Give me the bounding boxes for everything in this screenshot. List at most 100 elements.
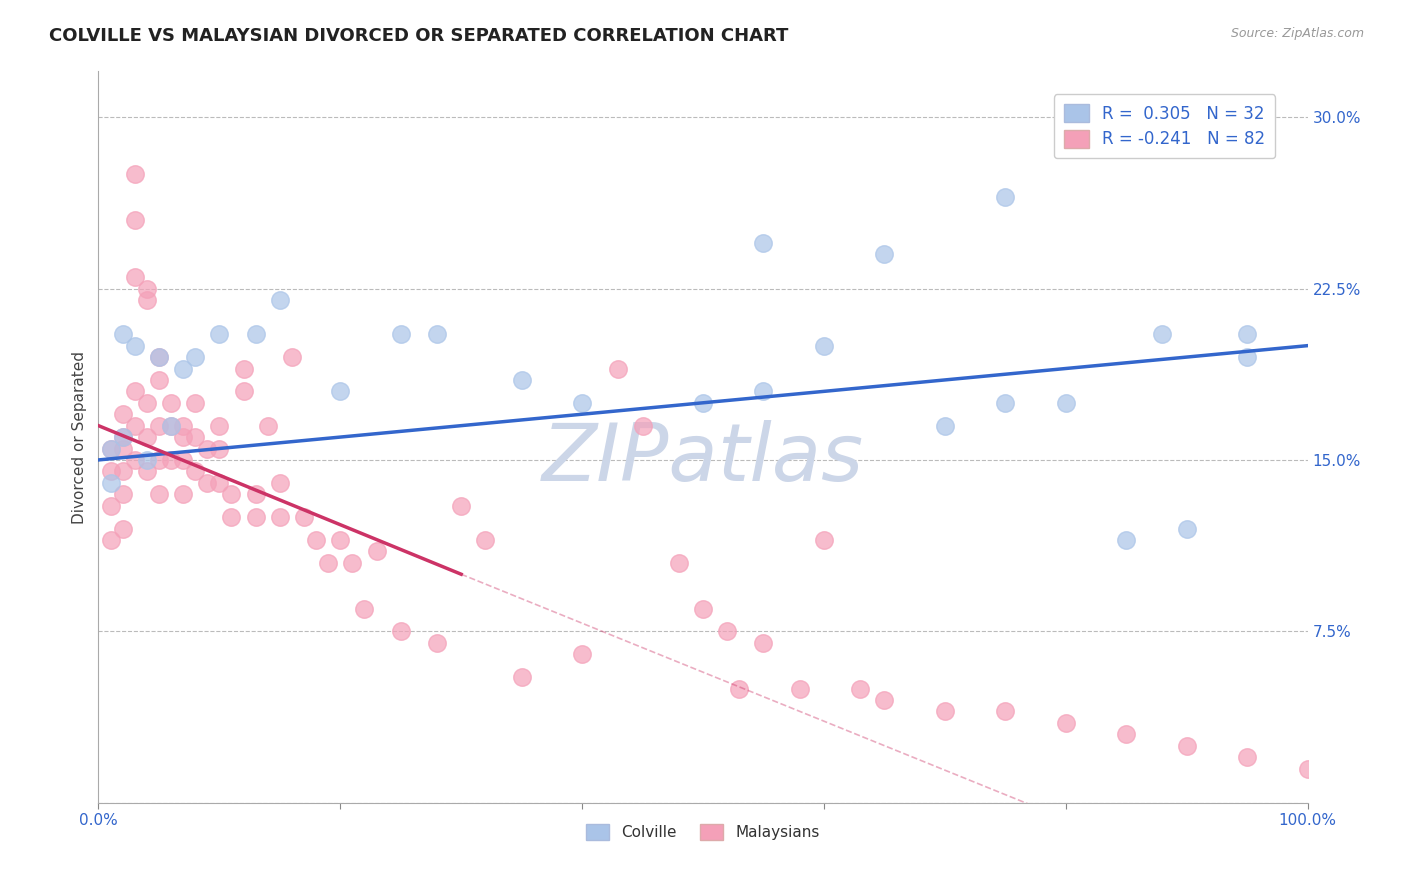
Point [124, 418, 146, 433]
Point [221, 510, 243, 524]
Point [245, 510, 267, 524]
Point [1236, 327, 1258, 342]
Point [510, 373, 533, 387]
Point [668, 556, 690, 570]
Point [172, 430, 194, 444]
Point [353, 601, 375, 615]
Point [124, 167, 146, 181]
Point [208, 475, 231, 490]
Point [135, 396, 157, 410]
Point [124, 384, 146, 399]
Point [813, 533, 835, 547]
Point [208, 327, 231, 342]
Point [135, 281, 157, 295]
Point [100, 442, 122, 456]
Point [305, 533, 328, 547]
Point [124, 453, 146, 467]
Point [474, 533, 496, 547]
Point [148, 350, 170, 364]
Point [389, 624, 412, 639]
Point [269, 293, 291, 307]
Point [111, 407, 134, 421]
Point [208, 418, 231, 433]
Point [184, 464, 207, 478]
Point [111, 521, 134, 535]
Point [813, 338, 835, 352]
Point [245, 487, 267, 501]
Point [172, 453, 194, 467]
Point [1296, 762, 1319, 776]
Point [148, 487, 170, 501]
Point [184, 430, 207, 444]
Point [692, 396, 714, 410]
Point [232, 361, 254, 376]
Y-axis label: Divorced or Separated: Divorced or Separated [72, 351, 87, 524]
Point [1175, 521, 1198, 535]
Point [292, 510, 315, 524]
Point [1236, 350, 1258, 364]
Point [256, 418, 278, 433]
Point [873, 693, 896, 707]
Point [716, 624, 738, 639]
Text: ZIPatlas: ZIPatlas [541, 420, 865, 498]
Point [366, 544, 388, 558]
Point [1115, 727, 1137, 741]
Point [752, 384, 775, 399]
Point [160, 453, 183, 467]
Point [1175, 739, 1198, 753]
Point [148, 350, 170, 364]
Point [329, 384, 352, 399]
Point [873, 247, 896, 261]
Point [1054, 715, 1077, 730]
Point [692, 601, 714, 615]
Point [245, 327, 267, 342]
Point [752, 235, 775, 250]
Point [269, 475, 291, 490]
Point [184, 350, 207, 364]
Point [342, 556, 364, 570]
Point [135, 464, 157, 478]
Point [124, 338, 146, 352]
Point [269, 510, 291, 524]
Point [100, 475, 122, 490]
Point [148, 373, 170, 387]
Point [994, 190, 1017, 204]
Point [111, 487, 134, 501]
Point [221, 487, 243, 501]
Point [100, 499, 122, 513]
Point [111, 442, 134, 456]
Point [160, 418, 183, 433]
Point [111, 430, 134, 444]
Point [934, 705, 956, 719]
Point [232, 384, 254, 399]
Point [124, 213, 146, 227]
Point [100, 464, 122, 478]
Point [172, 361, 194, 376]
Point [172, 487, 194, 501]
Point [789, 681, 811, 696]
Point [111, 430, 134, 444]
Point [195, 475, 218, 490]
Point [631, 418, 654, 433]
Point [571, 647, 593, 661]
Point [571, 396, 593, 410]
Text: COLVILLE VS MALAYSIAN DIVORCED OR SEPARATED CORRELATION CHART: COLVILLE VS MALAYSIAN DIVORCED OR SEPARA… [49, 27, 789, 45]
Legend: Colville, Malaysians: Colville, Malaysians [581, 817, 825, 847]
Point [111, 327, 134, 342]
Point [100, 533, 122, 547]
Point [994, 705, 1017, 719]
Point [208, 442, 231, 456]
Point [316, 556, 339, 570]
Point [135, 293, 157, 307]
Point [135, 430, 157, 444]
Point [934, 418, 956, 433]
Point [160, 418, 183, 433]
Point [329, 533, 352, 547]
Point [160, 396, 183, 410]
Point [1115, 533, 1137, 547]
Point [135, 453, 157, 467]
Point [111, 464, 134, 478]
Point [148, 453, 170, 467]
Point [849, 681, 872, 696]
Point [728, 681, 751, 696]
